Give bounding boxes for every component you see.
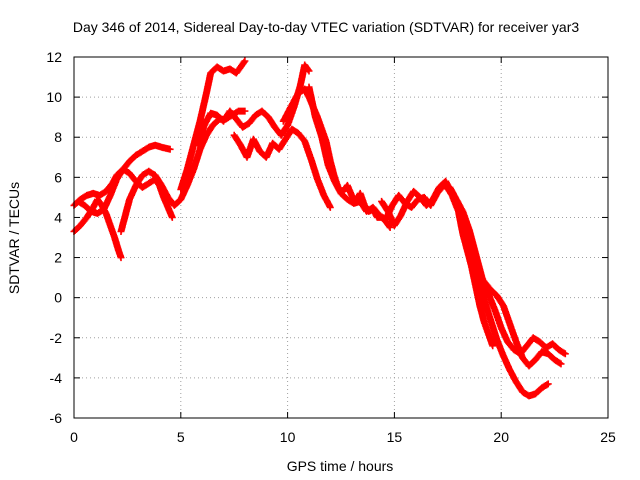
y-tick-label: 12 — [46, 49, 62, 65]
y-tick-label: 2 — [54, 250, 62, 266]
y-tick-label: 0 — [54, 290, 62, 306]
data-point-markers — [230, 125, 334, 211]
y-tick-label: -6 — [50, 410, 63, 426]
data-point-markers — [74, 141, 174, 217]
x-axis-label: GPS time / hours — [287, 458, 394, 474]
series-arc-11 — [442, 181, 497, 350]
y-tick-label: 10 — [46, 89, 62, 105]
x-tick-label: 25 — [600, 429, 616, 445]
series-arc-12 — [480, 278, 565, 370]
x-tick-label: 5 — [177, 429, 185, 445]
y-tick-label: 4 — [54, 209, 62, 225]
grid — [74, 57, 608, 418]
data-point-markers — [442, 181, 497, 350]
y-tick-label: -4 — [50, 370, 63, 386]
y-tick-label: -2 — [50, 330, 63, 346]
series-arc-3 — [74, 141, 174, 217]
x-tick-label: 10 — [280, 429, 296, 445]
x-tick-label: 0 — [70, 429, 78, 445]
y-axis-label: SDTVAR / TECUs — [6, 182, 22, 294]
plot-frame — [73, 56, 609, 419]
series-arc-7 — [230, 125, 334, 211]
ticks: 0 5 10 15 20 25 -6 -4 -2 0 2 4 6 8 10 12 — [46, 49, 616, 445]
data-point-markers — [480, 278, 565, 370]
series-arc-5 — [177, 57, 249, 193]
y-tick-label: 6 — [54, 169, 62, 185]
x-tick-label: 20 — [493, 429, 509, 445]
data-point-markers — [177, 57, 249, 193]
chart-title: Day 346 of 2014, Sidereal Day-to-day VTE… — [73, 19, 579, 35]
y-tick-label: 8 — [54, 129, 62, 145]
x-tick-label: 15 — [387, 429, 403, 445]
